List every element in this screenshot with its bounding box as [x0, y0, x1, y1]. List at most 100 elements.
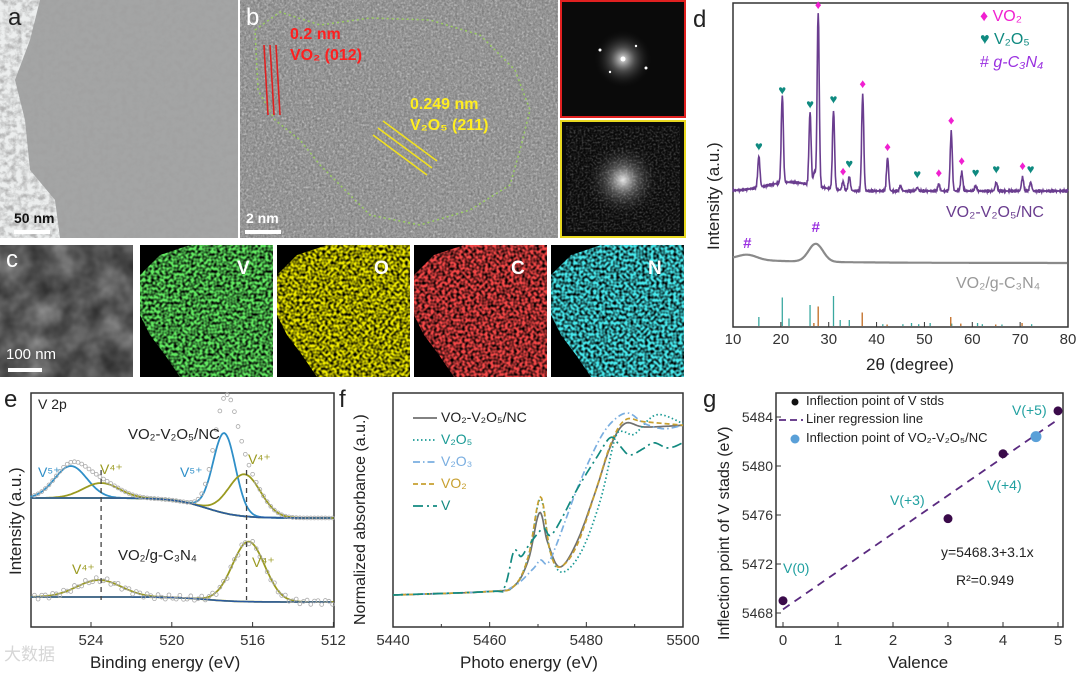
xps-data-point-nc [253, 479, 259, 485]
xps-data-point-gcn [213, 592, 219, 597]
xps-data-point-nc [217, 408, 223, 414]
lattice-fringes-v2o5 [372, 120, 438, 176]
xps-data-point-nc [257, 487, 263, 492]
g-label-v0: V(0) [783, 560, 810, 576]
xps-data-point-nc [104, 479, 110, 484]
xps-data-point-gcn [79, 583, 85, 589]
legend-gc3n4: g-C₃N₄ [993, 54, 1044, 71]
xps-data-point-gcn [257, 554, 263, 560]
xps-data-point-gcn [203, 597, 208, 603]
f-plot-frame [392, 392, 684, 628]
xps-data-point-nc [46, 482, 52, 488]
f-ylabel: Normalized absorbance (a.u.) [352, 414, 369, 625]
v2o5-peak-marker: ♥ [992, 161, 1000, 176]
xps-data-point-gcn [155, 592, 161, 597]
map-label-c: C [511, 258, 525, 279]
vo2-peak-marker: ♦ [815, 0, 822, 12]
xps-data-point-nc [68, 459, 74, 465]
f-xlabel: Photo energy (eV) [460, 653, 598, 672]
haadf-image [0, 245, 133, 377]
xps-data-point-gcn [195, 596, 201, 602]
standard-point [998, 449, 1008, 459]
g-xtick-label: 5 [1053, 632, 1063, 649]
e-xtick-label: 512 [320, 632, 346, 649]
xps-data-point-gcn [57, 593, 63, 599]
panel-label-f: f [339, 386, 346, 413]
xps-data-point-gcn [35, 596, 41, 602]
xps-data-point-nc [57, 469, 63, 474]
xps-data-point-nc [199, 491, 204, 497]
g-legend-3: Inflection point of VO₂-V₂O₅/NC [806, 430, 988, 445]
eds-map-n [551, 245, 684, 377]
xrd-trace-vo2-v2o5-nc [732, 13, 1069, 196]
panel-label-d: d [693, 6, 707, 33]
vo2-peak-marker: ♦ [884, 139, 891, 154]
xps-data-point-nc [246, 462, 252, 468]
xps-data-point-gcn [232, 557, 237, 562]
xps-data-point-gcn [239, 542, 244, 548]
particle-outline [254, 11, 531, 226]
xps-data-point-gcn [253, 546, 259, 551]
xps-data-point-nc [112, 483, 117, 489]
gc3n4-peak-marker: # [743, 235, 752, 252]
e-label-v4-a: V⁴⁺ [100, 461, 123, 477]
xrd-trace-vo2-gc3n4 [732, 242, 1067, 265]
e-plot-frame [30, 392, 335, 628]
d-xtick-label: 60 [963, 331, 981, 348]
g-xlabel: Valence [888, 653, 949, 672]
vo2-peak-marker: ♦ [948, 113, 955, 128]
xanes-curve-0 [392, 421, 684, 596]
xps-data-point-gcn [137, 590, 143, 596]
d-xtick-label: 70 [1011, 331, 1029, 348]
xps-data-point-gcn [275, 589, 281, 595]
legend-v2o5-symbol: ♥ [980, 31, 990, 48]
xps-data-point-nc [79, 461, 85, 467]
v2o5-peak-marker: ♥ [972, 165, 980, 180]
vo2-peak-marker: ♦ [859, 76, 866, 91]
xps-data-point-gcn [163, 596, 168, 602]
g-ytick-label: 5468 [741, 605, 773, 621]
panel-label-e: e [4, 386, 18, 413]
hrtem-image-b [240, 0, 558, 238]
xps-data-point-nc [239, 438, 244, 444]
xps-data-point-nc [192, 499, 197, 504]
fft-inset-v2o5 [560, 120, 686, 238]
xps-data-point-gcn [217, 584, 223, 590]
xps-data-point-nc [53, 473, 59, 479]
xps-data-point-gcn [261, 558, 266, 563]
legend-gc3n4-symbol: # [980, 54, 989, 71]
xps-data-point-gcn [32, 592, 37, 598]
map-label-n: N [648, 258, 662, 279]
xps-data-point-nc [123, 489, 128, 495]
xps-data-point-nc [93, 471, 99, 477]
xanes-curve-1 [392, 413, 684, 596]
v2o5-peak-marker: ♥ [1027, 161, 1035, 176]
sample-point [1030, 431, 1042, 443]
d-series-label-nc: VO₂-V₂O₅/NC [946, 204, 1044, 221]
xps-data-point-nc [97, 474, 103, 480]
xps-data-point-gcn [297, 601, 303, 607]
vo2-peak-marker: ♦ [1019, 158, 1026, 173]
g-ytick-label: 5484 [741, 409, 773, 425]
g-ylabel: Inflection point of V stads (eV) [716, 426, 733, 640]
xps-data-point-gcn [315, 598, 321, 603]
regression-line [782, 418, 1059, 611]
g-xtick-label: 4 [998, 632, 1008, 649]
xps-data-point-gcn [184, 596, 190, 602]
xps-data-point-gcn [93, 575, 99, 580]
xps-data-point-nc [264, 499, 270, 504]
g-ytick-label: 5476 [741, 507, 773, 523]
panel-label-c: c [6, 246, 18, 273]
eds-map-o [277, 245, 410, 377]
tem-image-a [0, 0, 238, 238]
g-xtick-label: 0 [778, 632, 788, 649]
xps-data-point-gcn [264, 569, 270, 575]
g-legend-1: Inflection point of V stds [806, 393, 945, 408]
f-xtick-label: 5460 [472, 632, 507, 649]
lattice2-phase: V₂O₅ (211) [410, 117, 489, 134]
xps-background-gcn [30, 596, 332, 603]
v2o5-peak-marker: ♥ [778, 83, 786, 98]
f-xtick-label: 5440 [376, 632, 410, 649]
xps-data-point-gcn [130, 591, 135, 597]
